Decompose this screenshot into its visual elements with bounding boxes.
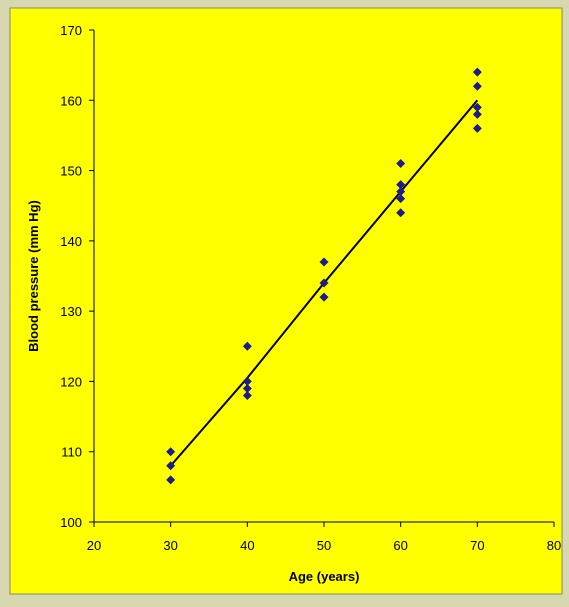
x-tick-label: 80	[547, 538, 561, 553]
data-point	[472, 109, 482, 119]
data-point	[396, 194, 406, 204]
data-point	[166, 461, 176, 471]
y-tick-label: 160	[60, 93, 82, 108]
data-point	[396, 208, 406, 218]
y-tick-label: 130	[60, 304, 82, 319]
x-tick-label: 30	[163, 538, 177, 553]
x-tick-label: 60	[393, 538, 407, 553]
data-point	[319, 292, 329, 302]
data-point	[472, 67, 482, 77]
data-point	[166, 447, 176, 457]
data-point	[166, 475, 176, 485]
data-point	[319, 278, 329, 288]
chart-area-background	[9, 7, 563, 595]
data-point	[472, 81, 482, 91]
x-tick-label: 70	[470, 538, 484, 553]
y-tick-label: 170	[60, 23, 82, 38]
data-point	[472, 102, 482, 112]
x-axis-title: Age (years)	[289, 569, 360, 584]
data-point	[396, 159, 406, 169]
x-tick-label: 40	[240, 538, 254, 553]
y-axis-title: Blood pressure (mm Hg)	[26, 200, 41, 352]
data-point	[319, 257, 329, 267]
data-point	[396, 180, 406, 190]
x-tick-label: 20	[87, 538, 101, 553]
data-point	[242, 383, 252, 393]
y-tick-label: 120	[60, 374, 82, 389]
x-tick-label: 50	[317, 538, 331, 553]
data-point	[242, 390, 252, 400]
data-point	[396, 187, 406, 197]
data-point	[242, 341, 252, 351]
y-tick-label: 140	[60, 234, 82, 249]
data-point	[472, 123, 482, 133]
y-tick-label: 150	[60, 164, 82, 179]
y-tick-label: 100	[60, 515, 82, 530]
data-point	[242, 376, 252, 386]
y-tick-label: 110	[61, 445, 82, 460]
